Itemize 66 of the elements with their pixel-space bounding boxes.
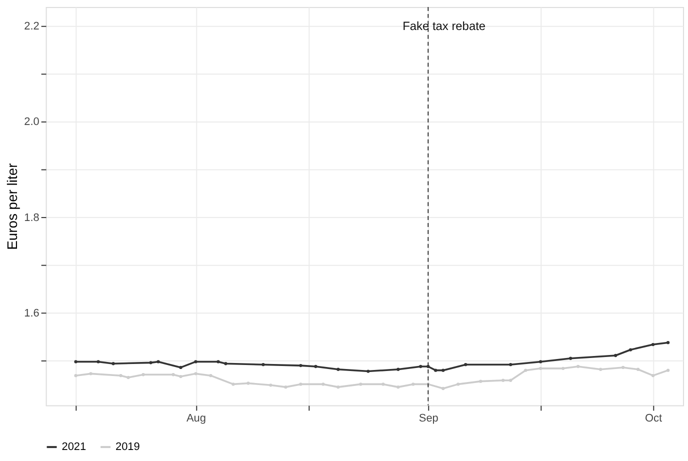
- point: [299, 382, 302, 386]
- x-tick-label: Sep: [418, 412, 438, 425]
- point: [209, 374, 212, 378]
- ref-line-label: Fake tax rebate: [402, 18, 486, 33]
- point: [299, 364, 302, 368]
- legend-label: 2019: [115, 441, 140, 454]
- point: [464, 363, 468, 366]
- y-tick-label: 1.6: [24, 307, 40, 320]
- point: [651, 374, 655, 378]
- point: [456, 382, 460, 386]
- point: [359, 382, 362, 386]
- point: [524, 368, 528, 372]
- point: [396, 368, 400, 371]
- point: [598, 368, 602, 371]
- point: [434, 368, 438, 372]
- y-tick-label: 1.8: [24, 212, 40, 224]
- point: [539, 366, 542, 370]
- point: [636, 368, 640, 371]
- point: [666, 341, 670, 344]
- point: [509, 378, 512, 382]
- point: [119, 374, 122, 378]
- point: [194, 360, 198, 364]
- point: [74, 374, 78, 378]
- y-tick-label: 2.0: [24, 116, 40, 128]
- point: [651, 342, 655, 346]
- point: [246, 382, 250, 385]
- point: [224, 362, 228, 366]
- point: [666, 368, 670, 372]
- point: [562, 366, 565, 370]
- point: [621, 366, 625, 370]
- point: [614, 354, 618, 358]
- point: [149, 361, 152, 364]
- point: [179, 366, 182, 370]
- point: [479, 380, 482, 383]
- point: [419, 364, 422, 368]
- point: [96, 360, 100, 364]
- point: [412, 382, 415, 386]
- point: [194, 372, 198, 376]
- point: [442, 368, 445, 372]
- point: [502, 378, 505, 382]
- point: [628, 348, 632, 352]
- point: [269, 384, 272, 387]
- point: [232, 382, 235, 386]
- point: [216, 360, 220, 364]
- point: [336, 368, 340, 371]
- point: [89, 372, 92, 376]
- point: [568, 356, 572, 360]
- point: [112, 362, 115, 366]
- point: [74, 360, 78, 364]
- x-tick-label: Aug: [186, 412, 206, 425]
- point: [156, 360, 160, 364]
- point: [509, 363, 512, 366]
- legend-label: 2021: [62, 441, 86, 454]
- point: [262, 363, 265, 366]
- point: [142, 373, 145, 376]
- point: [322, 382, 325, 386]
- point: [442, 386, 445, 390]
- y-tick-label: 2.2: [24, 20, 40, 33]
- point: [382, 382, 385, 386]
- y-axis-title: Euros per liter: [4, 162, 20, 250]
- point: [576, 364, 580, 368]
- point: [366, 370, 370, 373]
- point: [539, 360, 542, 364]
- point: [172, 373, 175, 376]
- point: [314, 364, 318, 368]
- x-tick-label: Oct: [645, 412, 662, 425]
